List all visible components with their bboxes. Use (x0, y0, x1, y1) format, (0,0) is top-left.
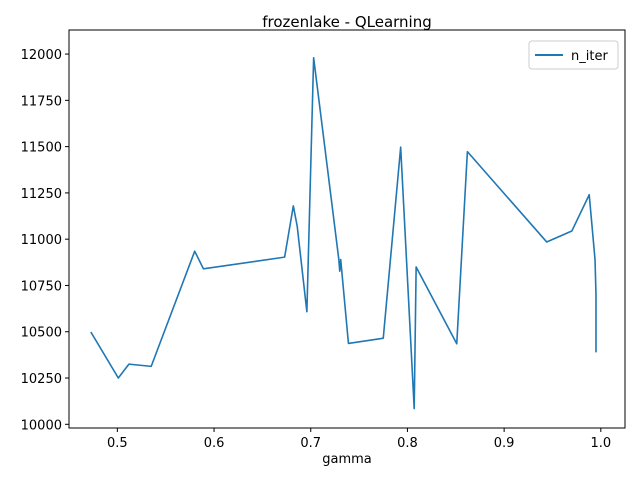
x-tick-label: 0.9 (494, 436, 515, 451)
y-tick-label: 11000 (21, 233, 62, 248)
legend: n_iter (528, 40, 619, 70)
legend-box (528, 40, 619, 70)
chart-title: frozenlake - QLearning (262, 13, 432, 31)
x-tick-label: 0.6 (204, 436, 225, 451)
x-tick-label: 0.8 (397, 436, 418, 451)
x-tick-label: 0.5 (107, 436, 128, 451)
plot-frame (68, 29, 626, 429)
y-tick-label: 10250 (21, 372, 62, 387)
x-tick-label: 0.7 (300, 436, 321, 451)
y-tick-label: 10500 (21, 326, 62, 341)
x-tick-label: 1.0 (590, 436, 611, 451)
x-axis-title: gamma (322, 452, 372, 467)
y-tick-label: 11750 (21, 94, 62, 109)
series-line-n-iter (90, 56, 597, 410)
x-axis-ticks: 0.5 0.6 0.7 0.8 0.9 1.0 (107, 428, 611, 451)
y-axis-ticks: 10000 10250 10500 10750 11000 11250 11500 11750… (21, 48, 69, 433)
series-layer (90, 56, 597, 410)
y-tick-label: 11250 (21, 187, 62, 202)
y-tick-label: 11500 (21, 141, 62, 156)
legend-label-n-iter: n_iter (571, 49, 608, 64)
y-tick-label: 10750 (21, 279, 62, 294)
y-tick-label: 10000 (21, 418, 62, 433)
y-tick-label: 12000 (21, 48, 62, 63)
